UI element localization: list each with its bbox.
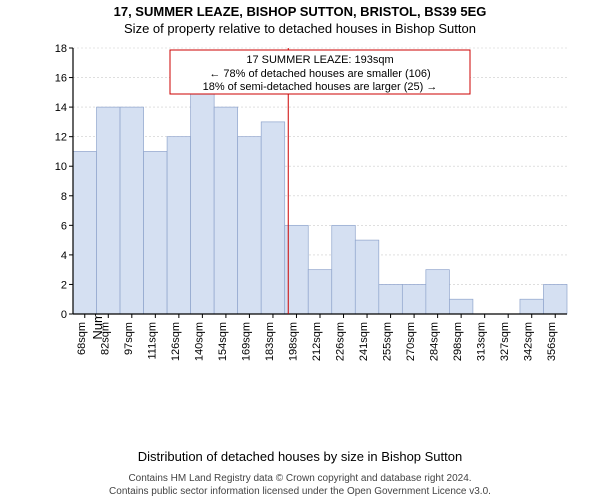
svg-text:111sqm: 111sqm xyxy=(146,322,158,360)
footer-line-1: Contains HM Land Registry data © Crown c… xyxy=(0,472,600,485)
svg-text:82sqm: 82sqm xyxy=(99,322,111,355)
svg-text:126sqm: 126sqm xyxy=(170,322,182,361)
svg-text:241sqm: 241sqm xyxy=(358,322,370,361)
svg-text:17 SUMMER LEAZE: 193sqm: 17 SUMMER LEAZE: 193sqm xyxy=(246,54,393,66)
svg-text:10: 10 xyxy=(55,161,67,173)
svg-text:140sqm: 140sqm xyxy=(193,322,205,361)
chart-svg: 0 2 4 6 8 10 12 14 16 18 68sqm 82sqm 97sqm 111sqm 126s… xyxy=(55,42,575,372)
svg-text:169sqm: 169sqm xyxy=(240,322,252,361)
svg-text:68sqm: 68sqm xyxy=(76,322,88,355)
svg-text:255sqm: 255sqm xyxy=(382,322,394,361)
svg-text:18% of semi-detached houses ar: 18% of semi-detached houses are larger (… xyxy=(203,81,438,93)
svg-text:154sqm: 154sqm xyxy=(217,322,229,361)
svg-text:97sqm: 97sqm xyxy=(123,322,135,355)
svg-text:270sqm: 270sqm xyxy=(405,322,417,361)
chart-area: 0 2 4 6 8 10 12 14 16 18 68sqm 82sqm 97sqm 111sqm 126s… xyxy=(55,42,575,372)
svg-text:212sqm: 212sqm xyxy=(311,322,323,361)
svg-text:356sqm: 356sqm xyxy=(546,322,558,361)
svg-text:2: 2 xyxy=(61,279,67,291)
svg-text:226sqm: 226sqm xyxy=(335,322,347,361)
svg-text:6: 6 xyxy=(61,220,67,232)
title-sub: Size of property relative to detached ho… xyxy=(0,19,600,36)
svg-text:← 78% of detached houses are s: ← 78% of detached houses are smaller (10… xyxy=(209,68,430,80)
title-main: 17, SUMMER LEAZE, BISHOP SUTTON, BRISTOL… xyxy=(0,0,600,19)
svg-text:12: 12 xyxy=(55,132,67,144)
svg-text:18: 18 xyxy=(55,43,67,55)
svg-text:8: 8 xyxy=(61,191,67,203)
svg-text:4: 4 xyxy=(61,250,67,262)
chart-container: 17, SUMMER LEAZE, BISHOP SUTTON, BRISTOL… xyxy=(0,0,600,500)
svg-text:327sqm: 327sqm xyxy=(499,322,511,361)
svg-text:183sqm: 183sqm xyxy=(264,322,276,361)
svg-text:0: 0 xyxy=(61,309,67,321)
svg-text:342sqm: 342sqm xyxy=(523,322,535,361)
footer-text: Contains HM Land Registry data © Crown c… xyxy=(0,472,600,498)
svg-text:313sqm: 313sqm xyxy=(476,322,488,361)
svg-text:16: 16 xyxy=(55,73,67,85)
svg-text:14: 14 xyxy=(55,102,67,114)
svg-text:284sqm: 284sqm xyxy=(429,322,441,361)
footer-line-2: Contains public sector information licen… xyxy=(0,485,600,498)
svg-text:198sqm: 198sqm xyxy=(287,322,299,361)
svg-text:298sqm: 298sqm xyxy=(452,322,464,361)
x-axis-label: Distribution of detached houses by size … xyxy=(0,449,600,464)
